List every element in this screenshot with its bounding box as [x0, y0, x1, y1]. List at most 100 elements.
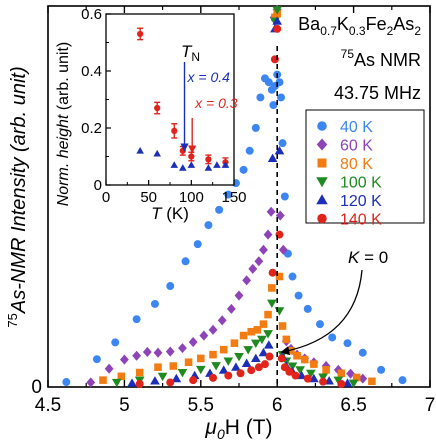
data-point-140-k: [268, 268, 277, 277]
data-point-120-k: [267, 153, 278, 162]
data-point-100-k: [111, 378, 122, 388]
data-point-100-k: [267, 299, 277, 309]
data-point-40-k: [150, 299, 159, 308]
data-point-60-k: [104, 363, 114, 374]
main-x-tick-label: 4.5: [35, 395, 61, 416]
data-point-60-k: [165, 346, 175, 357]
data-point-40-k: [398, 376, 407, 385]
data-point-40-k: [277, 93, 286, 102]
data-point-40-k: [215, 205, 224, 214]
data-point-100-k: [177, 368, 188, 378]
inset-x-axis-label: T (K): [151, 204, 189, 223]
data-point-80-k: [239, 331, 248, 340]
data-point-100-k: [263, 330, 273, 339]
data-point-140-k: [254, 363, 263, 372]
data-point-120-k: [231, 362, 241, 371]
data-point-100-k: [333, 376, 344, 385]
data-point-60-k: [358, 373, 368, 384]
title-segment: 2: [387, 24, 394, 38]
series-40-k: [62, 70, 407, 387]
data-point-140-k: [209, 373, 218, 382]
data-point-60-k: [208, 324, 218, 335]
data-point-140-k: [224, 371, 233, 380]
data-point-40-k: [328, 333, 337, 342]
data-point-140-k: [277, 354, 286, 363]
k-zero-annotation: K = 0: [348, 248, 388, 267]
legend-marker-120-k: [316, 194, 328, 205]
data-point-60-k: [259, 244, 268, 255]
data-point-80-k: [219, 345, 228, 354]
inset-data-point-x-0-4: [204, 164, 213, 171]
inset-y-tick-label: 0: [94, 177, 102, 194]
data-point-80-k: [230, 339, 239, 347]
inset-data-point-x-0-4: [136, 147, 144, 154]
inset-data-point-x-0-4: [187, 161, 196, 168]
inset-data-point-x-0-3: [154, 104, 161, 112]
title-segment: As NMR: [354, 50, 421, 70]
data-point-40-k: [204, 221, 213, 230]
legend-label-60-k: 60 K: [340, 138, 373, 155]
title-segment: As: [393, 14, 414, 34]
data-point-140-k: [337, 379, 346, 388]
data-point-80-k: [278, 322, 287, 330]
title-segment: 0.7: [320, 24, 337, 38]
title-segment: 0.3: [349, 24, 366, 38]
data-point-80-k: [275, 272, 284, 281]
data-point-120-k: [274, 145, 285, 155]
data-point-40-k: [358, 348, 367, 357]
data-point-100-k: [211, 362, 221, 371]
data-point-40-k: [269, 101, 278, 110]
legend-label-80-k: 80 K: [340, 156, 373, 173]
data-point-40-k: [343, 339, 352, 348]
data-point-100-k: [348, 379, 359, 389]
data-point-80-k: [322, 366, 330, 374]
data-point-60-k: [153, 347, 163, 358]
data-point-80-k: [247, 327, 256, 336]
data-point-140-k: [236, 369, 245, 378]
data-point-100-k: [295, 366, 305, 375]
data-point-80-k: [209, 350, 217, 359]
legend-marker-100-k: [316, 177, 328, 188]
title-line-3: 43.75 MHz: [334, 83, 421, 103]
data-point-60-k: [346, 368, 355, 379]
data-point-140-k: [265, 352, 274, 361]
legend-marker-60-k: [316, 138, 328, 151]
data-point-100-k: [272, 6, 283, 15]
inset-axis-ticks: 0 50 100 150 0 0.2 0.4 0.6: [81, 6, 246, 206]
data-point-60-k: [199, 330, 209, 341]
data-point-80-k: [154, 363, 162, 371]
data-point-100-k: [257, 335, 267, 345]
inset-data-point-x-0-4: [213, 161, 221, 168]
data-point-80-k: [310, 360, 318, 368]
data-point-120-k: [272, 16, 283, 25]
title-line-1: Ba0.7K0.3Fe2As2: [298, 14, 421, 38]
data-point-40-k: [264, 78, 273, 87]
data-point-40-k: [256, 93, 265, 102]
data-point-40-k: [315, 320, 324, 329]
data-point-60-k: [321, 361, 331, 372]
inset-arrow-label-x-0-4: x = 0.4: [187, 69, 231, 85]
data-point-100-k: [287, 362, 298, 371]
main-x-tick-label: 5.5: [188, 395, 214, 416]
data-point-40-k: [294, 291, 303, 300]
data-point-100-k: [243, 346, 253, 355]
data-point-60-k: [242, 275, 252, 286]
data-point-60-k: [217, 315, 227, 326]
data-point-80-k: [253, 326, 262, 334]
inset-tn-label: TN: [181, 42, 200, 64]
inset-data-point-x-0-4: [179, 164, 187, 171]
title-segment: 2: [414, 24, 421, 38]
data-point-40-k: [224, 190, 233, 199]
data-point-140-k: [189, 376, 198, 385]
main-series-group: [62, 4, 407, 389]
data-point-60-k: [278, 244, 288, 255]
inset-x-tick-label: 100: [179, 189, 204, 206]
data-point-120-k: [241, 358, 252, 367]
data-point-120-k: [150, 376, 160, 385]
main-x-tick-label: 7: [425, 395, 436, 416]
main-x-tick-label: 6: [272, 395, 283, 416]
data-point-80-k: [282, 335, 291, 344]
data-point-80-k: [337, 369, 346, 378]
inset-y-axis-label: Norm. height (arb. unit): [55, 42, 72, 207]
title-line-2: 75As NMR: [341, 47, 421, 70]
